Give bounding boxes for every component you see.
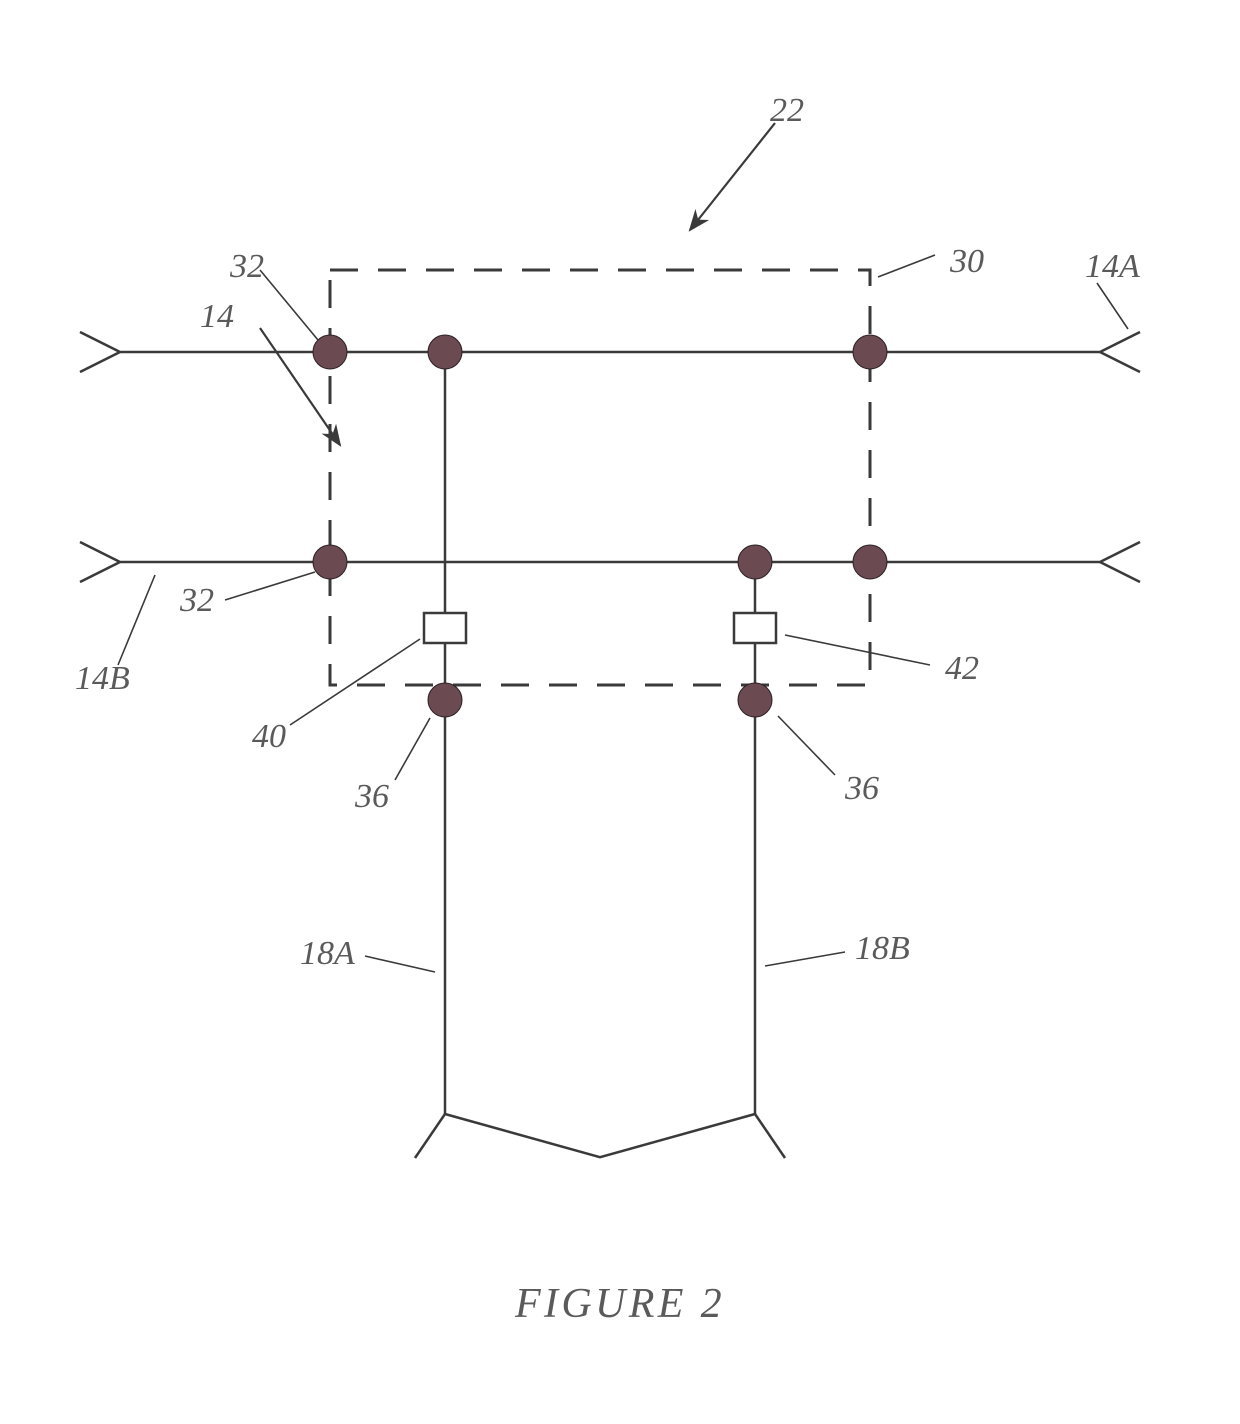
dot-36-right (738, 683, 772, 717)
dot-36-left (428, 683, 462, 717)
leader-lead_36R (778, 716, 835, 775)
dot-32-bot-left (313, 545, 347, 579)
leader-lead_14A (1097, 283, 1128, 329)
label-14: 14 (200, 298, 234, 336)
label-30: 30 (950, 243, 984, 281)
leader-lead_14B (118, 575, 155, 665)
label-32a: 32 (230, 248, 264, 286)
leader-lead_42 (785, 635, 930, 665)
arrow_22 (690, 123, 775, 230)
leader-lead_36L (395, 718, 430, 780)
leader-lead_18B (765, 952, 845, 966)
leader-lead_30 (878, 255, 935, 277)
leader-lead_18A (365, 956, 435, 972)
label-42: 42 (945, 650, 979, 688)
dot-top-near-left (428, 335, 462, 369)
figure-caption: FIGURE 2 (500, 1280, 740, 1328)
dot-32-top-left (313, 335, 347, 369)
label-14A: 14A (1085, 248, 1140, 286)
leader-lead_32_top (260, 270, 318, 340)
dot-bot-mid-right (738, 545, 772, 579)
label-18B: 18B (855, 930, 910, 968)
label-18A: 18A (300, 935, 355, 973)
label-22: 22 (770, 92, 804, 130)
label-14B: 14B (75, 660, 130, 698)
diagram-stage: 14 22 30 40 42 32 14A 32 14B 36 36 18A 18B FIGURE 2 (0, 0, 1240, 1424)
leader-lead_32_bot (225, 572, 315, 600)
dot-bot-right (853, 545, 887, 579)
diagram-svg (0, 0, 1240, 1424)
label-40: 40 (252, 718, 286, 756)
dot-top-right (853, 335, 887, 369)
leader-lead_40 (290, 639, 420, 725)
label-36L: 36 (355, 778, 389, 816)
label-36R: 36 (845, 770, 879, 808)
label-32b: 32 (180, 582, 214, 620)
